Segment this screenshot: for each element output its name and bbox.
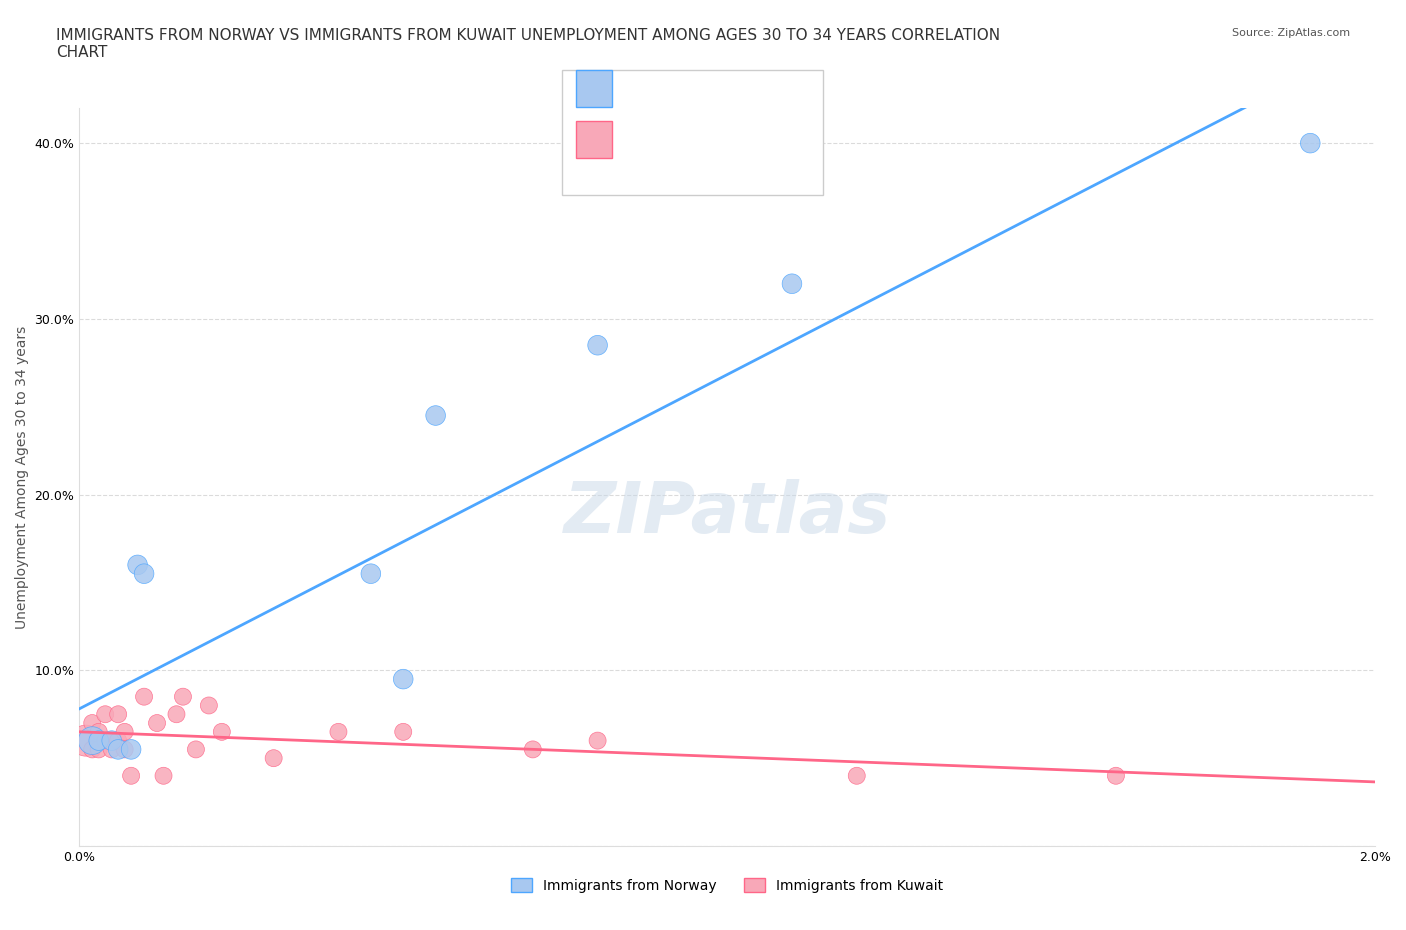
Point: [184, 742, 207, 757]
Text: Source: ZipAtlas.com: Source: ZipAtlas.com: [1232, 28, 1350, 38]
Text: ZIPatlas: ZIPatlas: [564, 480, 891, 549]
Point: [87, 733, 110, 748]
Point: [114, 742, 136, 757]
Point: [166, 707, 188, 722]
Text: IMMIGRANTS FROM NORWAY VS IMMIGRANTS FROM KUWAIT UNEMPLOYMENT AMONG AGES 30 TO 3: IMMIGRANTS FROM NORWAY VS IMMIGRANTS FRO…: [56, 28, 1000, 60]
Point: [100, 733, 122, 748]
Text: N = 29: N = 29: [727, 132, 780, 147]
Point: [100, 742, 122, 757]
Point: [1299, 136, 1322, 151]
Point: [328, 724, 350, 739]
Point: [100, 733, 122, 748]
Point: [82, 742, 104, 757]
Point: [94, 733, 117, 748]
Point: [146, 715, 169, 730]
Point: [845, 768, 868, 783]
Point: [263, 751, 285, 765]
Point: [522, 742, 544, 757]
Point: [82, 715, 104, 730]
Point: [87, 742, 110, 757]
Point: [107, 742, 129, 757]
Point: [172, 689, 194, 704]
Point: [586, 733, 609, 748]
Text: R =  0.855: R = 0.855: [621, 81, 717, 96]
Point: [107, 707, 129, 722]
Point: [87, 724, 110, 739]
Point: [75, 733, 97, 748]
Point: [392, 724, 415, 739]
Point: [114, 724, 136, 739]
Y-axis label: Unemployment Among Ages 30 to 34 years: Unemployment Among Ages 30 to 34 years: [15, 326, 30, 629]
Text: N = 12: N = 12: [727, 81, 780, 96]
Point: [132, 689, 155, 704]
Point: [780, 276, 803, 291]
Legend: Immigrants from Norway, Immigrants from Kuwait: Immigrants from Norway, Immigrants from …: [505, 872, 949, 898]
Point: [120, 742, 142, 757]
Point: [152, 768, 174, 783]
Point: [127, 557, 149, 572]
Text: R = -0.19: R = -0.19: [621, 132, 709, 147]
Point: [82, 733, 104, 748]
Point: [1105, 768, 1128, 783]
Point: [132, 566, 155, 581]
Point: [120, 768, 142, 783]
Point: [198, 698, 221, 713]
Point: [211, 724, 233, 739]
Point: [107, 733, 129, 748]
Point: [392, 671, 415, 686]
Point: [425, 408, 447, 423]
Point: [94, 707, 117, 722]
Point: [586, 338, 609, 352]
Point: [360, 566, 382, 581]
